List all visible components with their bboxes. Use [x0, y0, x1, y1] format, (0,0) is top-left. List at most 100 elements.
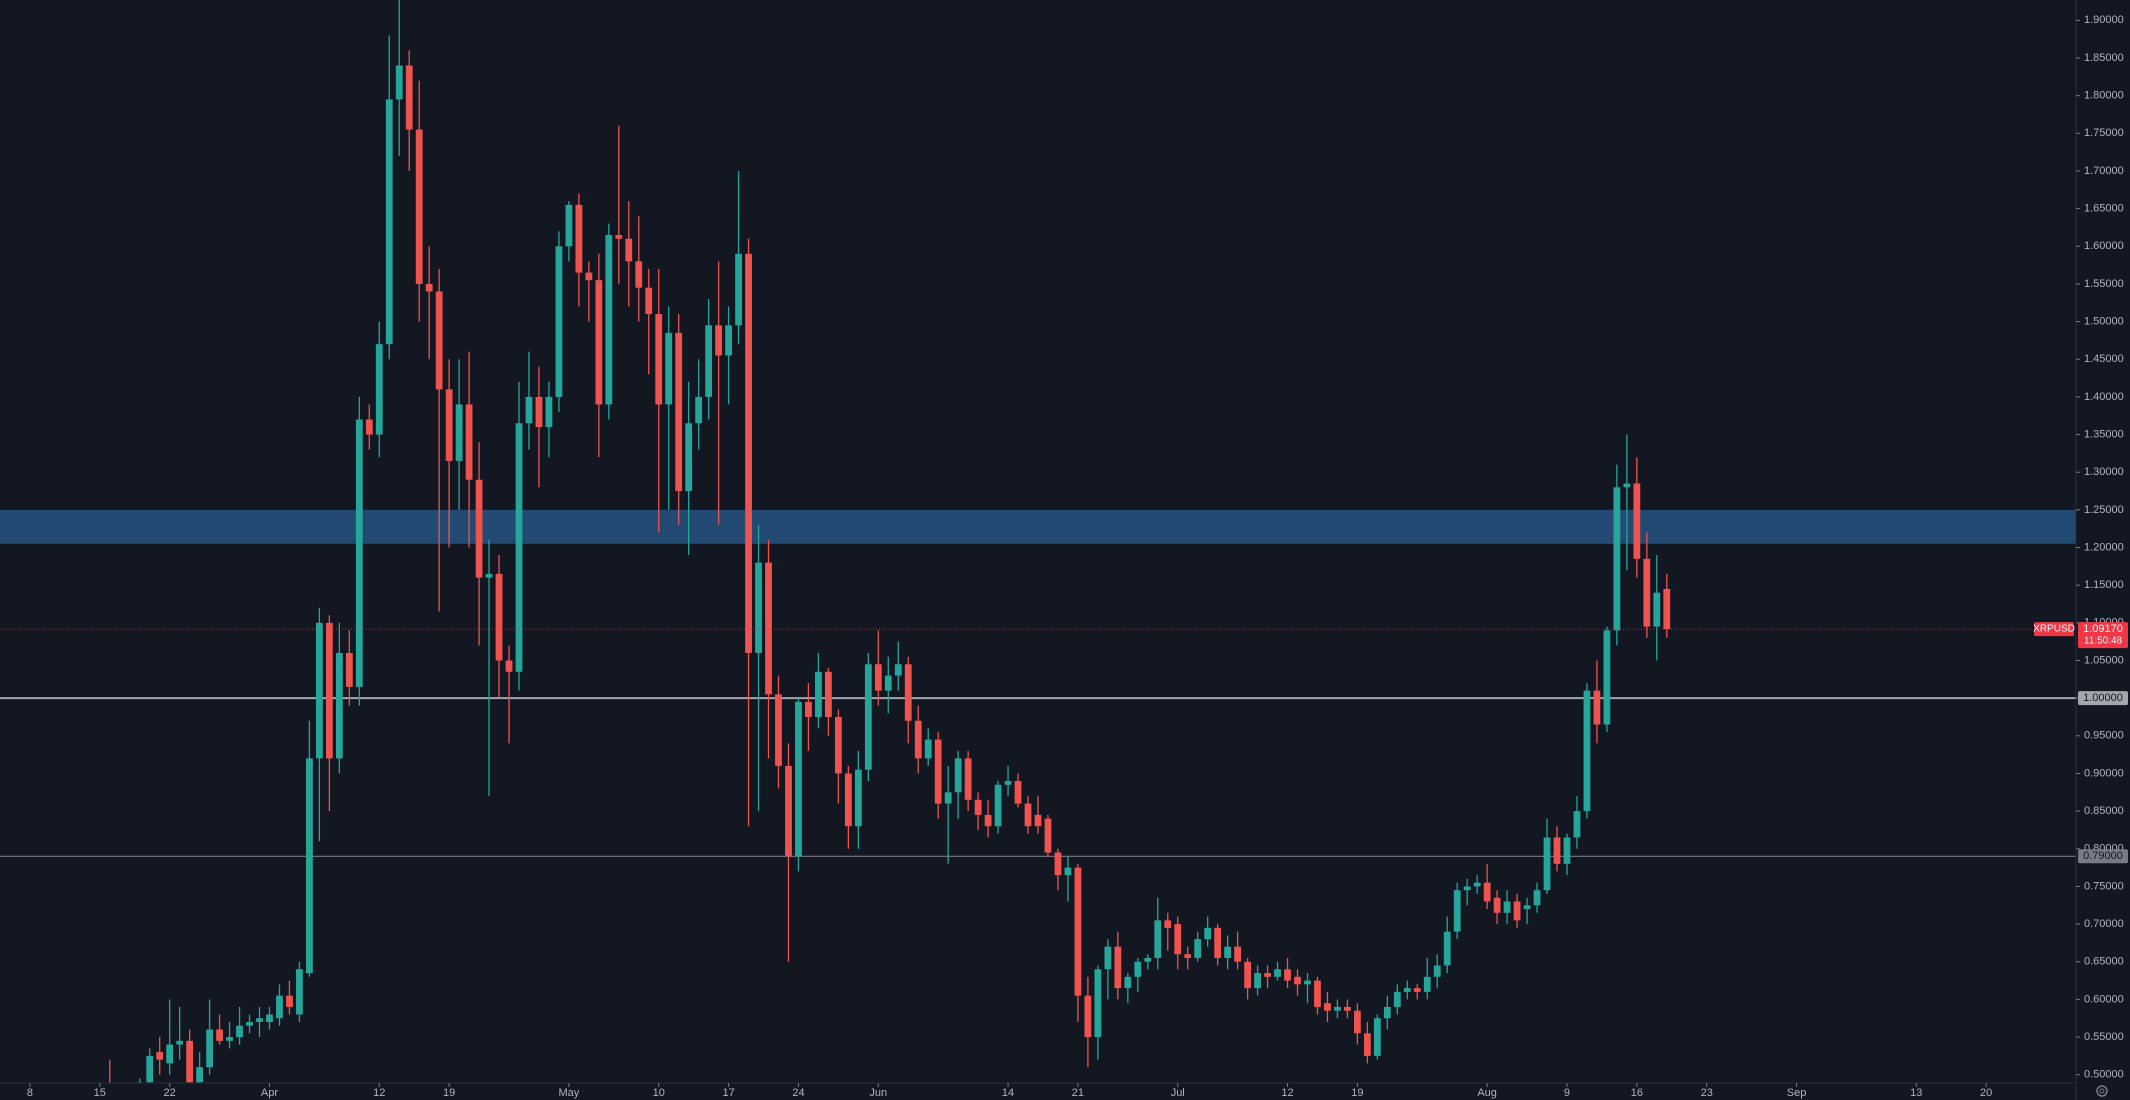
settings-icon[interactable] — [2096, 1085, 2108, 1097]
y-tick-label: 0.70000 — [2084, 918, 2124, 930]
x-tick-label: Jun — [869, 1087, 887, 1099]
candle-body — [1583, 690, 1591, 812]
candle-body — [944, 792, 952, 804]
candle-body — [246, 1021, 253, 1026]
candle-body — [1294, 976, 1301, 985]
symbol-label: XRPUSD — [2033, 624, 2075, 635]
y-tick-label: 0.50000 — [2084, 1069, 2124, 1081]
x-tick-label: 21 — [1072, 1087, 1084, 1099]
candle-body — [1324, 1003, 1331, 1011]
candle-body — [1214, 927, 1222, 958]
candle-body — [1523, 905, 1531, 910]
candle-body — [805, 701, 812, 717]
candle-body — [375, 344, 383, 435]
candle-body — [1393, 991, 1401, 1007]
countdown-label: 11:50:48 — [2084, 636, 2123, 647]
candle-body — [625, 238, 633, 262]
candle-body — [425, 283, 433, 292]
candle-body — [1613, 487, 1621, 631]
candle-body — [1623, 483, 1631, 488]
x-tick-label: 15 — [94, 1087, 106, 1099]
candle-body — [1633, 483, 1641, 559]
candle-body — [156, 1052, 164, 1060]
candle-body — [1134, 961, 1142, 977]
candle-body — [775, 694, 782, 766]
candle-body — [1074, 867, 1082, 996]
axes: 0.50000 0.55000 0.60000 0.65000 0.70000 0.750… — [27, 14, 2128, 1099]
y-tick-label: 1.40000 — [2084, 391, 2124, 403]
candle-body — [415, 129, 423, 284]
candle-body — [1353, 1010, 1361, 1034]
last-price-box — [2078, 622, 2128, 649]
y-tick-label: 0.65000 — [2084, 956, 2124, 968]
candle-body — [1314, 980, 1321, 1007]
y-tick-label: 1.60000 — [2084, 240, 2124, 252]
x-tick-label: Sep — [1787, 1087, 1807, 1099]
x-tick-label: 17 — [722, 1087, 734, 1099]
candle-body — [1144, 957, 1152, 962]
x-tick-label: 20 — [1980, 1087, 1992, 1099]
y-tick-label: 0.90000 — [2084, 767, 2124, 779]
x-tick-label: 8 — [27, 1087, 33, 1099]
candle-body — [505, 660, 513, 672]
candle-body — [1094, 969, 1102, 1038]
candle-body — [765, 562, 772, 695]
candle-body — [1024, 803, 1032, 827]
candle-body — [485, 573, 493, 578]
x-tick-label: 19 — [1351, 1087, 1363, 1099]
candle-body — [1553, 837, 1561, 864]
candle-body — [1154, 920, 1162, 958]
candle-body — [1503, 901, 1511, 913]
candle-body — [365, 419, 373, 435]
candle-body — [1533, 890, 1541, 906]
candle-body — [1543, 837, 1551, 891]
candle-body — [306, 758, 313, 974]
candle-body — [1453, 890, 1461, 932]
x-tick-label: 24 — [792, 1087, 804, 1099]
candle-body — [1224, 946, 1232, 958]
x-tick-label: 23 — [1701, 1087, 1713, 1099]
candle-body — [1443, 931, 1451, 966]
candle-body — [1054, 852, 1062, 876]
candle-body — [785, 765, 792, 857]
candle-body — [894, 664, 902, 676]
candle-body — [455, 404, 463, 461]
candle-body — [685, 423, 693, 492]
candle-body — [844, 773, 852, 827]
candle-body — [176, 1040, 184, 1045]
y-tick-label: 1.35000 — [2084, 428, 2124, 440]
horizontal-line-label: 1.00000 — [2083, 692, 2123, 704]
candle-body — [984, 814, 992, 827]
candle-body — [1124, 976, 1132, 989]
candle-body — [1413, 988, 1421, 992]
candle-body — [615, 234, 623, 239]
candle-body — [1084, 995, 1092, 1038]
candle-body — [1034, 814, 1042, 827]
candle-body — [206, 1029, 213, 1068]
candle-body — [605, 234, 613, 405]
candle-body — [795, 701, 802, 857]
candle-body — [854, 769, 862, 827]
candle-body — [435, 291, 443, 390]
candle-body — [755, 562, 762, 653]
x-tick-label: Jul — [1171, 1087, 1185, 1099]
x-tick-label: Apr — [261, 1087, 278, 1099]
x-tick-label: 12 — [373, 1087, 385, 1099]
candle-body — [196, 1067, 204, 1083]
x-tick-label: 10 — [653, 1087, 665, 1099]
y-tick-label: 1.80000 — [2084, 90, 2124, 102]
candle-body — [565, 204, 573, 247]
candle-body — [315, 622, 323, 759]
candle-body — [166, 1044, 174, 1064]
candle-body — [1244, 961, 1251, 989]
candle-body — [1593, 690, 1601, 725]
candle-body — [1164, 920, 1172, 928]
candle-body — [286, 995, 293, 1007]
candle-body — [1433, 965, 1441, 977]
y-tick-label: 0.60000 — [2084, 993, 2124, 1005]
candle-body — [705, 325, 713, 397]
candle-body — [1234, 946, 1242, 962]
candle-body — [1184, 954, 1192, 958]
